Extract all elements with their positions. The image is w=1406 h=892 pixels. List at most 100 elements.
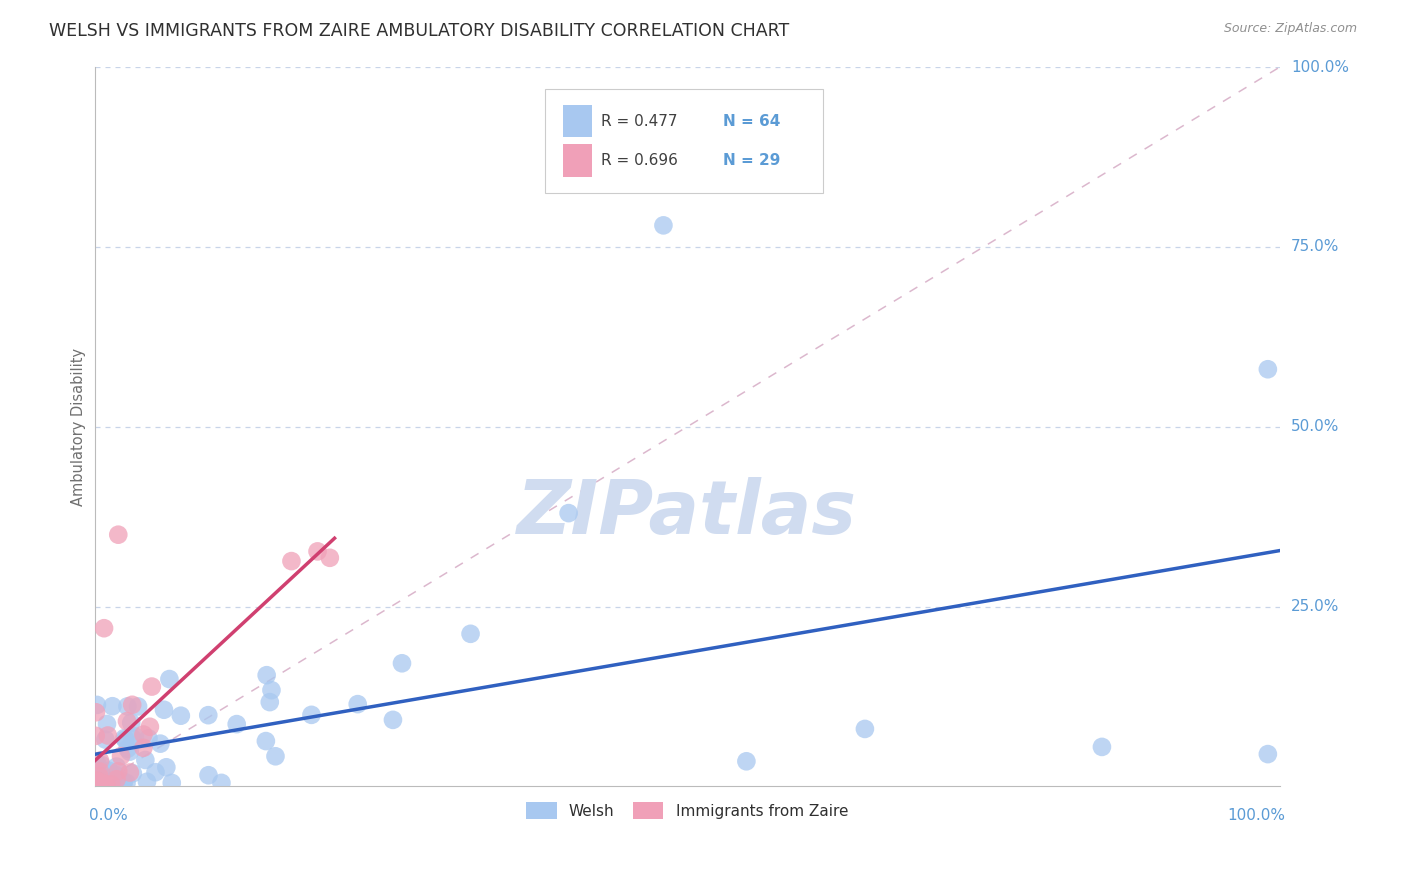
Point	[96, 717, 118, 731]
Point	[114, 731, 136, 746]
Point	[197, 768, 219, 782]
Point	[84, 777, 107, 791]
Text: 25.0%: 25.0%	[1291, 599, 1339, 614]
FancyBboxPatch shape	[562, 145, 592, 177]
Text: 100.0%: 100.0%	[1227, 808, 1285, 823]
Point	[94, 776, 117, 790]
Text: ZIPatlas: ZIPatlas	[517, 476, 858, 549]
Point	[391, 657, 413, 671]
Point	[112, 774, 135, 789]
Point	[105, 776, 128, 790]
Point	[86, 777, 108, 791]
Point	[100, 776, 122, 790]
Point	[121, 731, 143, 746]
Point	[319, 550, 342, 565]
Point	[197, 708, 219, 723]
Point	[153, 703, 176, 717]
Point	[149, 737, 172, 751]
Text: N = 64: N = 64	[723, 113, 780, 128]
Point	[134, 753, 156, 767]
Point	[121, 698, 143, 712]
Point	[114, 732, 136, 747]
Point	[89, 769, 111, 783]
Point	[346, 697, 368, 711]
Point	[307, 544, 329, 558]
Point	[105, 776, 128, 790]
Point	[118, 745, 141, 759]
Text: WELSH VS IMMIGRANTS FROM ZAIRE AMBULATORY DISABILITY CORRELATION CHART: WELSH VS IMMIGRANTS FROM ZAIRE AMBULATOR…	[49, 22, 789, 40]
Point	[94, 732, 117, 747]
Text: 0.0%: 0.0%	[89, 808, 128, 823]
Point	[87, 776, 110, 790]
Point	[460, 627, 482, 641]
Point	[1091, 739, 1114, 754]
Point	[160, 776, 183, 790]
Point	[112, 776, 135, 790]
Point	[132, 740, 155, 755]
Point	[87, 761, 110, 775]
FancyBboxPatch shape	[562, 105, 592, 137]
Point	[104, 767, 127, 781]
Point	[86, 698, 108, 712]
Point	[87, 774, 110, 789]
Point	[145, 765, 167, 780]
Point	[90, 757, 112, 772]
Point	[652, 219, 675, 233]
Point	[86, 756, 108, 771]
Text: 100.0%: 100.0%	[1291, 60, 1348, 75]
Point	[107, 764, 129, 779]
Point	[127, 699, 149, 714]
Point	[254, 734, 277, 748]
Point	[132, 727, 155, 741]
Point	[112, 776, 135, 790]
Point	[105, 776, 128, 790]
Point	[89, 764, 111, 779]
Point	[118, 765, 141, 780]
Point	[381, 713, 404, 727]
Point	[260, 683, 283, 698]
Point	[115, 714, 138, 728]
Point	[84, 729, 107, 743]
Point	[97, 729, 120, 743]
Point	[98, 764, 121, 778]
Point	[84, 706, 107, 720]
Point	[301, 707, 323, 722]
Point	[87, 758, 110, 772]
Point	[280, 554, 302, 568]
Point	[117, 741, 139, 756]
Point	[100, 777, 122, 791]
Point	[259, 695, 281, 709]
Point	[110, 749, 132, 764]
Point	[139, 720, 162, 734]
Point	[98, 774, 121, 789]
Point	[557, 506, 579, 520]
Point	[121, 766, 143, 780]
Point	[136, 774, 159, 789]
Text: R = 0.477: R = 0.477	[600, 113, 678, 128]
Point	[89, 754, 111, 768]
Point	[105, 759, 128, 773]
Point	[120, 715, 142, 730]
Text: 50.0%: 50.0%	[1291, 419, 1339, 434]
Point	[225, 717, 247, 731]
Point	[93, 621, 115, 635]
Point	[124, 730, 146, 744]
Point	[107, 527, 129, 541]
Point	[86, 777, 108, 791]
Point	[735, 754, 758, 768]
Point	[211, 776, 233, 790]
Text: Source: ZipAtlas.com: Source: ZipAtlas.com	[1223, 22, 1357, 36]
Point	[853, 722, 876, 736]
Point	[256, 668, 278, 682]
Point	[105, 772, 128, 787]
Point	[96, 777, 118, 791]
Text: 75.0%: 75.0%	[1291, 239, 1339, 254]
Point	[170, 708, 193, 723]
Point	[111, 776, 134, 790]
Point	[117, 699, 139, 714]
Point	[93, 777, 115, 791]
Point	[1257, 362, 1279, 376]
Text: R = 0.696: R = 0.696	[600, 153, 678, 168]
Point	[264, 749, 287, 764]
Point	[138, 731, 160, 746]
